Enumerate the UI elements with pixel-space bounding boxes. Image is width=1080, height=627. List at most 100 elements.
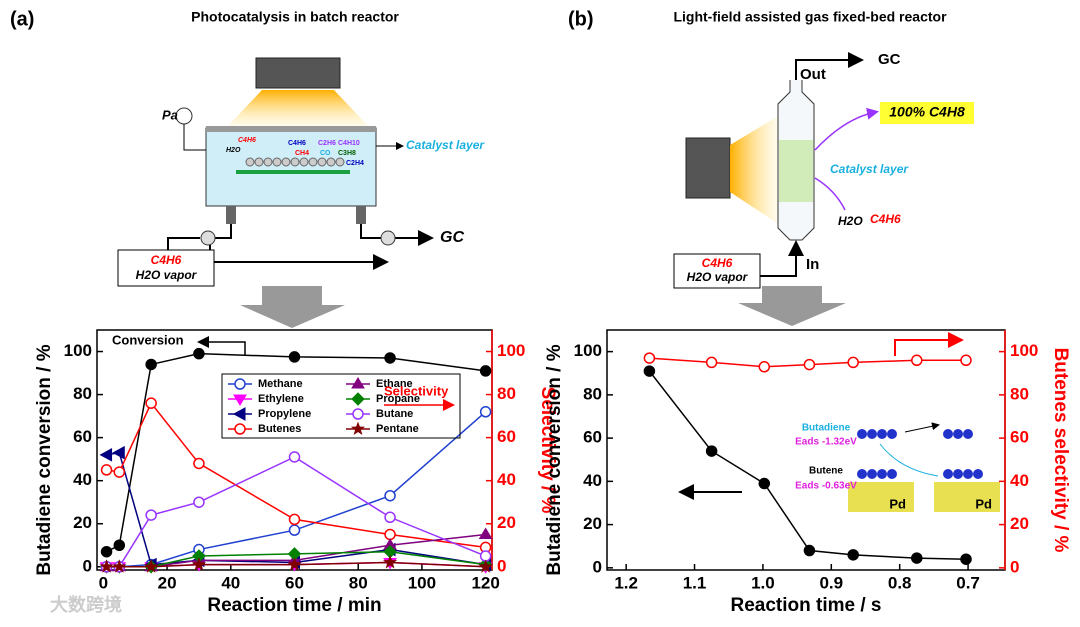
annotation: Butadiene — [802, 423, 851, 434]
marker — [705, 445, 718, 457]
marker — [144, 559, 159, 573]
marker — [193, 457, 205, 470]
label: Catalyst layer — [830, 162, 909, 176]
species-label: CH4 — [295, 150, 309, 157]
big-arrow — [738, 286, 846, 326]
arrow — [904, 422, 940, 433]
arrow — [795, 52, 864, 80]
y2-tick-label: 80 — [1010, 384, 1029, 403]
pipe — [183, 124, 206, 151]
legend-frame — [221, 373, 461, 439]
highlight — [880, 102, 974, 124]
marker — [113, 466, 126, 478]
y-tick-label: 60 — [583, 428, 602, 447]
marker — [288, 451, 301, 463]
feed-box — [673, 253, 761, 289]
y2-tick-label: 0 — [1010, 557, 1019, 576]
legend-marker — [350, 421, 366, 436]
label: Out — [800, 66, 826, 83]
y-tick-label: 100 — [64, 341, 92, 360]
legend-label: Ethane — [376, 378, 413, 390]
marker — [384, 511, 396, 524]
marker — [288, 351, 301, 363]
catalyst-bed — [779, 140, 813, 202]
marker — [479, 406, 492, 418]
legend-marker — [351, 377, 365, 389]
x-tick-label: 1.1 — [683, 573, 707, 592]
legend-label: Propane — [376, 393, 420, 405]
series-line — [648, 370, 967, 560]
y2-tick-label: 0 — [497, 556, 506, 575]
marker — [288, 513, 301, 526]
marker — [145, 509, 157, 521]
x-tick-label: 0.7 — [956, 573, 980, 592]
catalyst-particles — [245, 157, 345, 167]
legend-marker — [233, 394, 247, 406]
marker — [384, 489, 396, 502]
legend-marker — [234, 423, 246, 435]
marker — [643, 352, 656, 364]
y-tick-label: 40 — [583, 471, 602, 490]
y2-tick-label: 100 — [497, 341, 525, 360]
pipe — [215, 224, 430, 239]
label: In — [806, 256, 819, 273]
legend-label: Butane — [376, 408, 413, 420]
y2-tick-label: 20 — [497, 513, 516, 532]
marker — [287, 557, 302, 571]
species-label: C4H10 — [338, 140, 360, 147]
marker — [113, 539, 126, 551]
marker — [384, 528, 396, 541]
y2-tick-label: 80 — [497, 384, 516, 403]
marker — [911, 552, 923, 564]
series-line — [106, 411, 487, 568]
species-label: C2H4 — [346, 160, 364, 167]
legend-label: Ethylene — [258, 393, 304, 405]
marker — [145, 397, 157, 409]
gauge — [175, 107, 193, 125]
marker — [99, 448, 113, 462]
y2-tick-label: 40 — [497, 470, 516, 489]
diagram-b: (b) Light-field assisted gas fixed-bed r… — [568, 8, 974, 326]
marker — [382, 555, 398, 569]
reactor — [205, 127, 377, 207]
y-tick-label: 80 — [73, 384, 92, 403]
species-label: H2O — [226, 147, 241, 154]
y2-tick-label: 100 — [1010, 341, 1038, 360]
pipe — [760, 240, 804, 277]
legend-marker — [232, 407, 246, 421]
marker — [100, 464, 113, 476]
species-label: C3H8 — [338, 150, 356, 157]
x-axis-label: Reaction time / min — [207, 595, 381, 616]
marker — [911, 354, 923, 367]
arrow — [814, 107, 879, 151]
pd-surface — [848, 482, 914, 512]
label: H2O vapor — [687, 270, 749, 284]
legend-marker — [234, 378, 246, 390]
annotation: Eads -0.63eV — [795, 481, 857, 492]
annotation: Eads -1.32eV — [795, 437, 857, 448]
marker — [758, 361, 771, 373]
marker — [112, 445, 125, 460]
y-tick-label: 60 — [73, 427, 92, 446]
marker — [384, 352, 396, 364]
marker — [803, 358, 816, 371]
legend-label: Butenes — [258, 423, 301, 435]
marker — [479, 365, 492, 377]
y2-tick-label: 60 — [497, 427, 516, 446]
marker — [705, 356, 718, 369]
species-label: C2H6 — [318, 140, 336, 147]
marker — [145, 358, 157, 371]
light — [226, 90, 370, 128]
annotation: Conversion — [112, 332, 184, 347]
panel-title: Photocatalysis in batch reactor — [191, 9, 399, 25]
panel-title: Light-field assisted gas fixed-bed react… — [673, 9, 947, 25]
y-tick-label: 100 — [574, 341, 602, 360]
annotation-arrow — [197, 336, 246, 355]
marker — [803, 544, 816, 557]
x-tick-label: 40 — [221, 573, 240, 592]
marker — [478, 559, 493, 573]
lamp — [685, 137, 731, 199]
x-axis-label: Reaction time / s — [731, 595, 882, 616]
marker — [288, 524, 301, 536]
annotation: Pd — [889, 496, 906, 511]
